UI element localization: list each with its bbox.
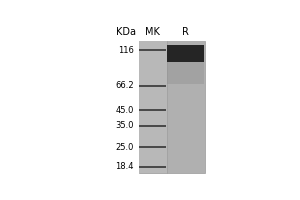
Bar xyxy=(139,146,166,148)
Text: 116: 116 xyxy=(118,46,134,55)
Text: 25.0: 25.0 xyxy=(116,143,134,152)
Text: MK: MK xyxy=(145,27,160,37)
Text: 35.0: 35.0 xyxy=(116,121,134,130)
Text: 45.0: 45.0 xyxy=(116,106,134,115)
Bar xyxy=(139,166,166,168)
Bar xyxy=(139,49,166,51)
Bar xyxy=(139,85,166,87)
Text: 18.4: 18.4 xyxy=(116,162,134,171)
Text: KDa: KDa xyxy=(116,27,136,37)
Bar xyxy=(139,125,166,127)
Text: R: R xyxy=(182,27,189,37)
Bar xyxy=(139,109,166,111)
Text: 66.2: 66.2 xyxy=(116,81,134,90)
